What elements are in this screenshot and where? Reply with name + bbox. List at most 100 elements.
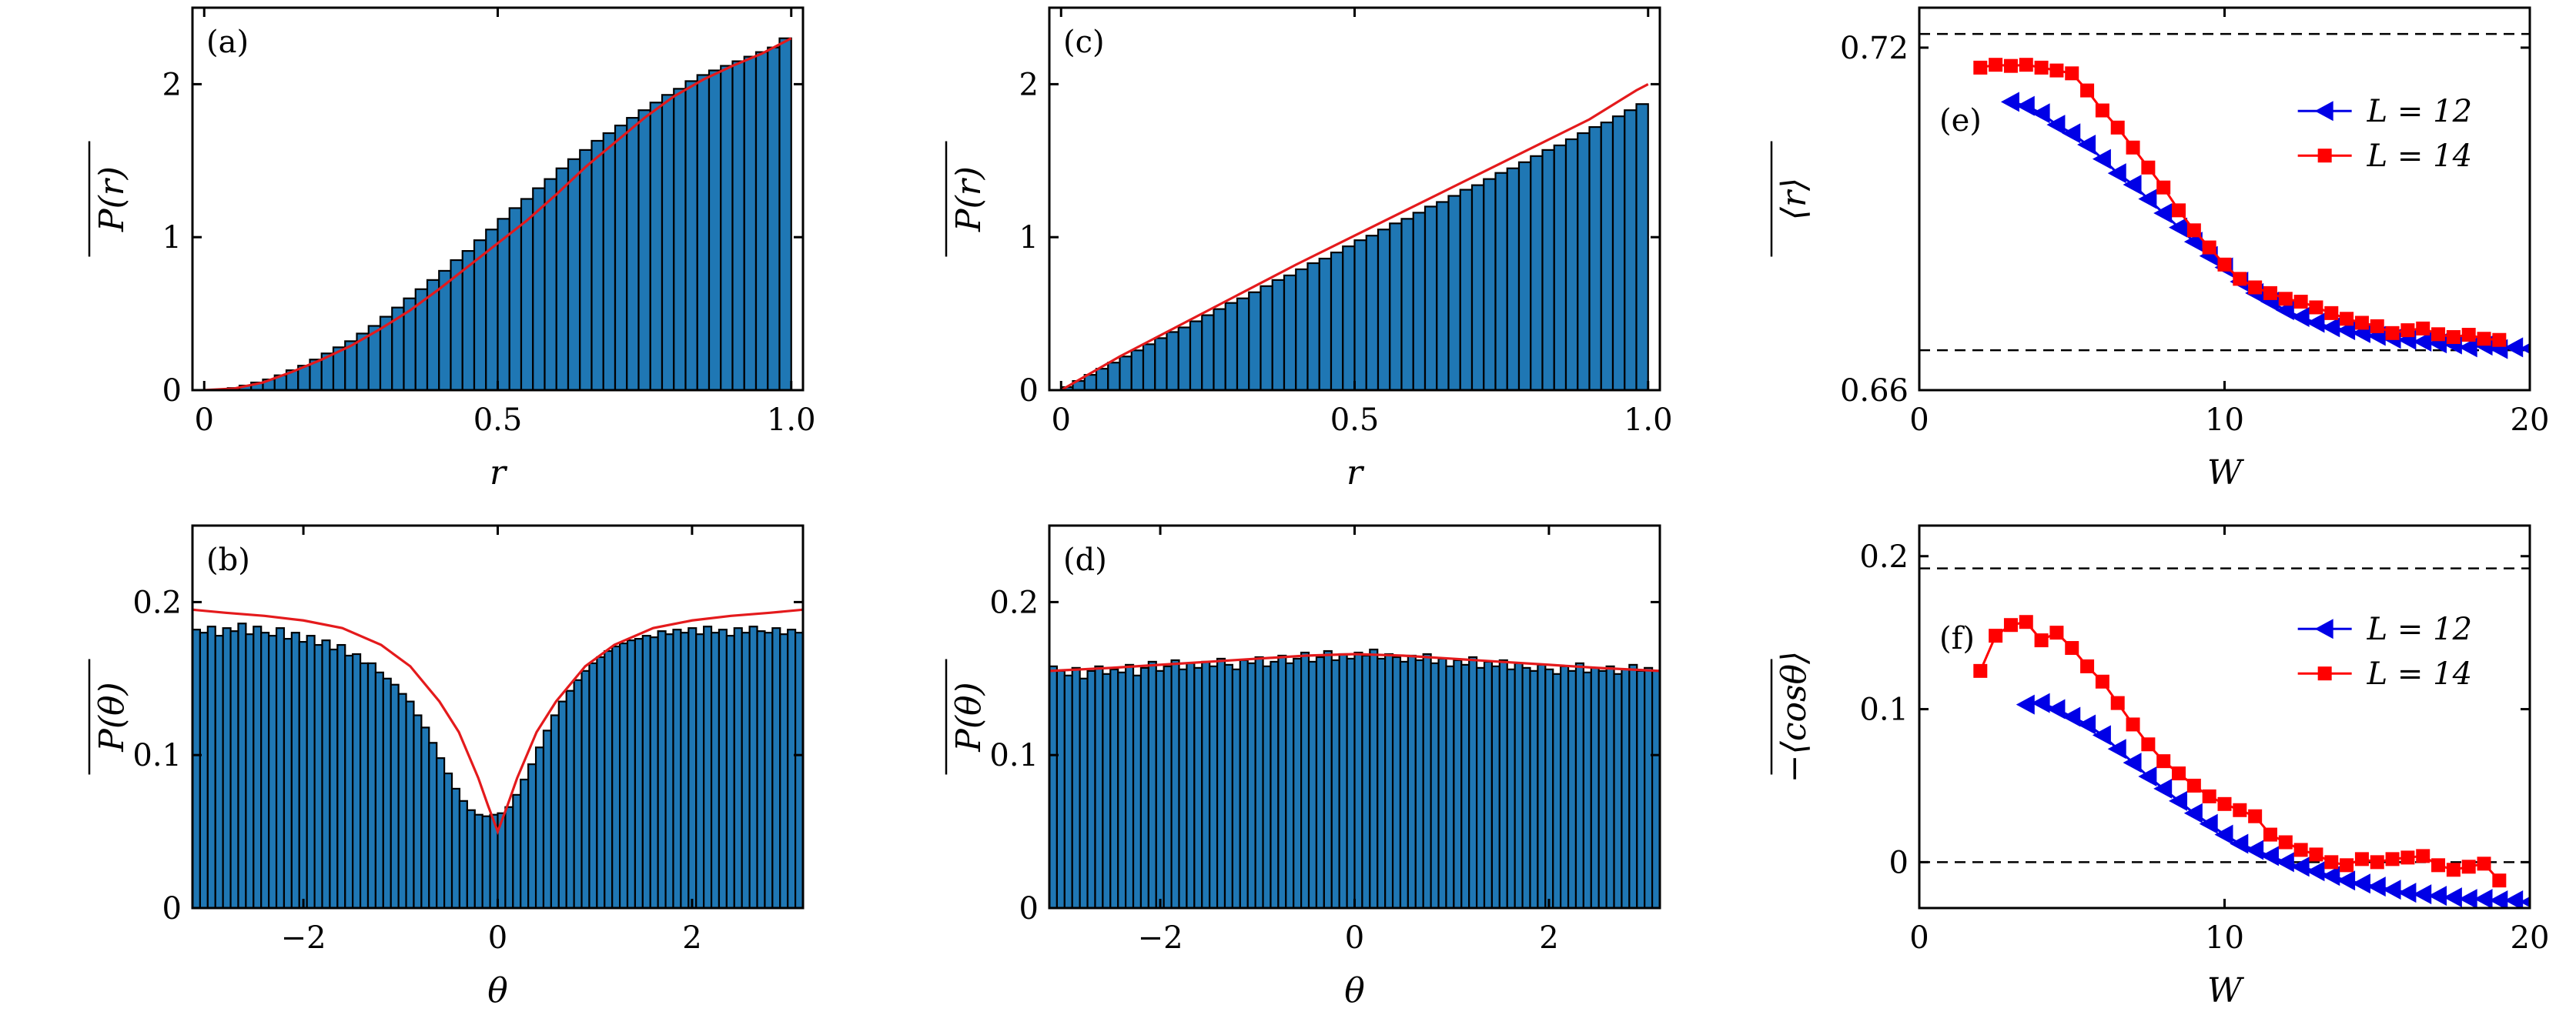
x-tick-label: 20 xyxy=(2511,920,2550,956)
histogram-bar xyxy=(565,689,575,908)
histogram-bar xyxy=(229,630,239,908)
histogram-bar xyxy=(1389,222,1403,390)
data-point-square xyxy=(2416,849,2430,863)
histogram-bar xyxy=(673,88,687,390)
data-point-square xyxy=(2217,257,2232,272)
x-tick-label: 0 xyxy=(488,920,507,956)
histogram-bar xyxy=(604,649,614,908)
data-point-square xyxy=(2309,847,2323,862)
histogram-bar xyxy=(253,626,263,908)
data-point-triangle xyxy=(2260,846,2279,866)
histogram-bar xyxy=(626,117,640,390)
histogram-bar xyxy=(275,627,286,908)
histogram-bar xyxy=(1147,660,1157,908)
histogram-bar xyxy=(1600,122,1614,390)
histogram-bar xyxy=(1530,155,1544,390)
data-point-square xyxy=(2080,659,2095,673)
histogram-bar xyxy=(573,679,583,908)
histogram-bar xyxy=(1506,668,1516,908)
histogram-bar xyxy=(436,757,446,908)
histogram-bar xyxy=(260,632,270,908)
histogram-bar xyxy=(672,629,682,908)
histogram-bar xyxy=(649,102,664,390)
data-point-triangle xyxy=(2489,890,2508,908)
reference-curve xyxy=(204,37,792,390)
histogram-bar xyxy=(710,632,721,908)
histogram-bar xyxy=(405,700,415,908)
data-point-square xyxy=(2080,83,2095,98)
data-point-square xyxy=(2202,789,2216,803)
histogram-bar xyxy=(1384,653,1394,908)
plot-area-f xyxy=(1919,567,2530,908)
histogram-bar xyxy=(720,65,734,390)
data-point-square xyxy=(2293,843,2308,857)
histogram-bar xyxy=(1597,669,1607,908)
data-point-triangle xyxy=(2046,115,2066,135)
data-point-square xyxy=(2003,618,2018,633)
histogram-bar xyxy=(532,187,546,390)
histogram-bar xyxy=(1193,666,1203,908)
data-point-triangle xyxy=(2321,866,2340,886)
data-point-square xyxy=(1973,663,1988,678)
histogram-bar xyxy=(588,662,598,908)
histogram-bar xyxy=(1590,666,1600,908)
histogram-bar xyxy=(1635,103,1649,390)
reference-curve xyxy=(1060,82,1649,390)
data-point-square xyxy=(2263,827,2277,842)
histogram-bar xyxy=(1338,653,1348,908)
data-point-square xyxy=(2233,272,2247,286)
histogram-bar xyxy=(767,46,781,390)
histogram-bar xyxy=(1189,320,1203,390)
histogram-bar xyxy=(695,633,705,908)
histogram-bar xyxy=(1271,279,1286,390)
data-point-triangle xyxy=(2337,870,2356,891)
histogram-bar xyxy=(1391,656,1402,908)
histogram-bar xyxy=(764,632,774,908)
histogram-bar xyxy=(1094,665,1104,908)
data-point-triangle xyxy=(2092,149,2111,169)
data-point-triangle xyxy=(2092,725,2111,746)
x-axis-label: θ xyxy=(487,971,508,1010)
histogram-bar xyxy=(1248,291,1262,390)
histogram-bar xyxy=(756,630,766,908)
plot-area-d xyxy=(1049,648,1660,908)
histogram-bar xyxy=(1186,662,1196,908)
histogram-bar xyxy=(1552,673,1562,908)
histogram-bar xyxy=(1095,368,1109,390)
histogram-bar xyxy=(1083,374,1098,390)
x-tick-label: 1.0 xyxy=(767,402,816,438)
histogram-bar xyxy=(708,69,722,390)
histogram-bar xyxy=(390,683,400,908)
histogram-bar xyxy=(1369,648,1379,908)
histogram-bar xyxy=(1460,663,1470,908)
histogram-bar xyxy=(1574,662,1584,908)
histogram-bar xyxy=(1605,665,1615,908)
histogram-bar xyxy=(1063,674,1073,908)
histogram-bar xyxy=(703,626,713,908)
data-point-triangle xyxy=(2077,714,2096,735)
y-tick-label: 1 xyxy=(1019,220,1039,255)
histogram-bar xyxy=(1453,659,1463,908)
data-point-triangle xyxy=(2077,135,2096,155)
data-point-triangle xyxy=(2413,331,2432,352)
data-point-triangle xyxy=(2458,337,2477,358)
histogram-bar xyxy=(1400,218,1414,390)
histogram-bar xyxy=(779,633,789,908)
y-tick-label: 0.2 xyxy=(989,585,1039,620)
panel-b: −2 0 2 0 0.1 0.2 (b) θ P(θ) xyxy=(88,524,805,1010)
x-axis-label: r xyxy=(1347,453,1365,492)
x-tick-label: 20 xyxy=(2511,402,2550,438)
x-tick-label: 0.5 xyxy=(473,402,523,438)
histogram-bar xyxy=(1239,659,1249,908)
histogram-bar xyxy=(1323,649,1333,908)
plot-area-a xyxy=(204,37,792,390)
data-point-triangle xyxy=(2062,706,2081,727)
histogram-bar xyxy=(1529,669,1539,908)
histogram-bar xyxy=(344,654,354,908)
histogram-bar xyxy=(461,249,476,390)
data-point-triangle xyxy=(2000,92,2019,112)
histogram-bar xyxy=(1414,659,1424,908)
data-point-triangle xyxy=(2520,342,2530,354)
histogram-bar xyxy=(637,109,651,390)
